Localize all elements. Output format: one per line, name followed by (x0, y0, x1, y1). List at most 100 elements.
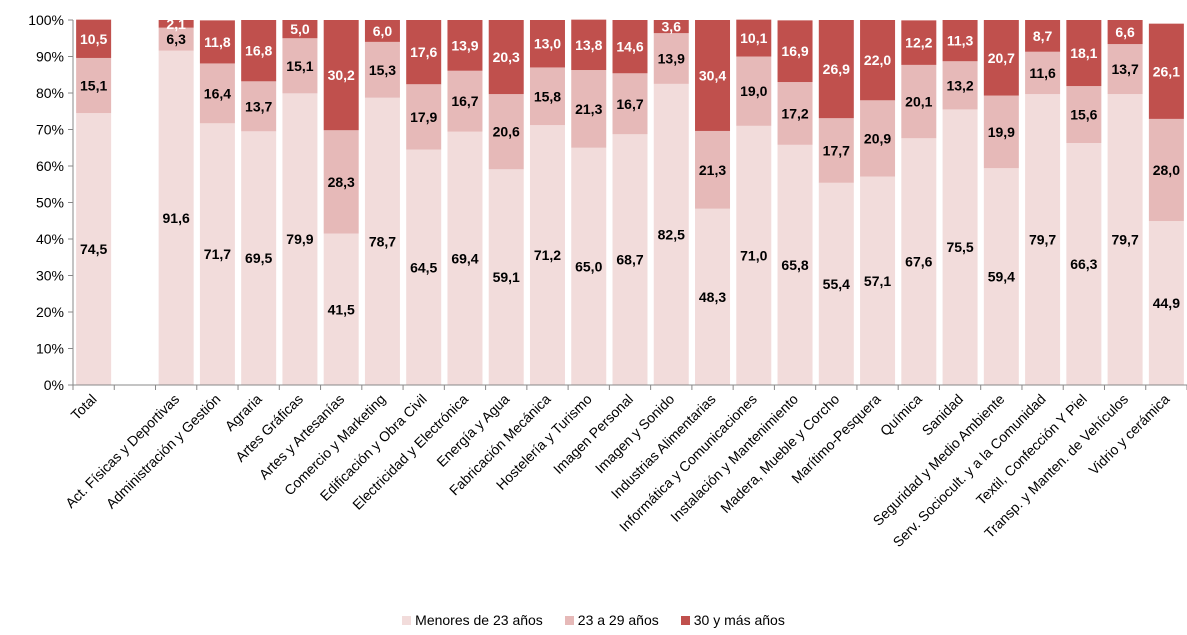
data-label-3-14: 3,6 (662, 19, 682, 35)
bar-segment-3-8 (406, 20, 442, 85)
bar-segment-2-7 (364, 41, 400, 98)
bar-segment-3-9 (447, 20, 483, 71)
bar-segment-2-6 (323, 130, 359, 234)
bar-segment-1-16 (736, 125, 772, 385)
data-label-1-16: 71,0 (740, 247, 767, 263)
bar-segment-2-16 (736, 56, 772, 126)
data-label-2-13: 16,7 (616, 96, 643, 112)
bar-segment-2-19 (860, 100, 896, 177)
y-tick-label-10: 100% (28, 12, 64, 28)
data-label-3-12: 13,8 (575, 37, 602, 53)
bar-segment-1-0 (76, 113, 112, 385)
data-label-2-20: 20,1 (905, 94, 932, 110)
bar-segment-2-17 (777, 82, 813, 145)
data-label-2-8: 17,9 (410, 109, 437, 125)
data-label-2-14: 13,9 (658, 51, 685, 67)
data-label-2-22: 19,9 (988, 124, 1015, 140)
bar-segment-2-10 (488, 94, 524, 170)
data-label-3-22: 20,7 (988, 50, 1015, 66)
bar-segment-2-14 (653, 33, 689, 84)
y-tick-label-0: 0% (44, 377, 64, 393)
bar-segment-3-18 (818, 20, 854, 119)
data-label-3-21: 11,3 (947, 33, 974, 49)
data-label-1-5: 79,9 (286, 231, 313, 247)
bar-segment-3-23 (1025, 20, 1061, 52)
data-label-2-25: 13,7 (1111, 61, 1138, 77)
bar-segment-3-13 (612, 20, 648, 74)
data-label-3-3: 11,8 (204, 34, 231, 50)
legend-item-menores-23: Menores de 23 años (402, 612, 543, 628)
bar-segment-1-9 (447, 131, 483, 385)
bar-segment-2-0 (76, 57, 112, 114)
y-tick-label-9: 90% (36, 49, 64, 65)
bar-segment-1-18 (818, 182, 854, 385)
legend-item-30-mas: 30 y más años (680, 612, 785, 628)
data-label-1-8: 64,5 (410, 259, 437, 275)
bar-segment-2-18 (818, 118, 854, 183)
data-label-3-10: 20,3 (493, 49, 520, 65)
data-label-2-23: 11,6 (1029, 65, 1056, 81)
data-label-3-0: 10,5 (80, 31, 107, 47)
bar-segment-1-12 (571, 147, 607, 385)
y-tick-label-6: 60% (36, 158, 64, 174)
data-label-1-6: 41,5 (328, 301, 355, 317)
bar-segment-3-25 (1107, 20, 1143, 45)
bar-segment-3-26 (1148, 23, 1184, 119)
data-label-3-19: 22,0 (864, 52, 891, 68)
data-label-3-25: 6,6 (1115, 24, 1135, 40)
bar-segment-2-2 (158, 27, 194, 51)
data-label-3-7: 6,0 (373, 23, 393, 39)
bar-segment-1-8 (406, 149, 442, 385)
bar-segment-3-17 (777, 20, 813, 83)
bar-segment-3-14 (653, 20, 689, 34)
data-label-3-11: 13,0 (534, 36, 561, 52)
x-tick-label-23: Serv. Sociocult. y a la Comunidad (890, 391, 1049, 550)
bar-segment-3-12 (571, 19, 607, 71)
legend-label-30-mas: 30 y más años (693, 612, 785, 628)
bar-segment-2-11 (529, 67, 565, 126)
data-label-1-15: 48,3 (699, 289, 726, 305)
data-label-2-9: 16,7 (451, 93, 478, 109)
legend: Menores de 23 años 23 a 29 años 30 y más… (0, 611, 1187, 629)
data-label-2-11: 15,8 (534, 88, 561, 104)
bar-segment-1-25 (1107, 94, 1143, 385)
data-label-2-5: 15,1 (286, 58, 313, 74)
data-label-1-13: 68,7 (616, 252, 643, 268)
bar-segment-1-2 (158, 50, 194, 385)
data-label-3-15: 30,4 (699, 67, 726, 83)
bar-segment-3-6 (323, 20, 359, 131)
data-label-2-6: 28,3 (328, 174, 355, 190)
data-label-3-26: 26,1 (1153, 63, 1180, 79)
bar-segment-2-9 (447, 70, 483, 132)
x-tick-label-0: Total (68, 391, 100, 423)
legend-label-23-29: 23 a 29 años (577, 612, 659, 628)
data-label-3-9: 13,9 (451, 37, 478, 53)
legend-swatch-23-29 (564, 615, 574, 625)
data-label-3-18: 26,9 (823, 61, 850, 77)
y-tick-label-4: 40% (36, 231, 64, 247)
data-label-3-20: 12,2 (905, 35, 932, 51)
data-label-1-18: 55,4 (823, 276, 850, 292)
bar-segment-3-24 (1066, 20, 1102, 87)
bar-segment-1-26 (1148, 221, 1184, 385)
data-label-1-11: 71,2 (534, 247, 561, 263)
data-label-1-26: 44,9 (1153, 295, 1180, 311)
bar-segment-3-16 (736, 19, 772, 57)
bar-segment-3-2 (158, 20, 194, 28)
bar-segment-1-21 (942, 109, 978, 386)
legend-label-menores-23: Menores de 23 años (415, 612, 543, 628)
data-label-2-10: 20,6 (493, 124, 520, 140)
bar-segment-3-22 (983, 20, 1019, 96)
data-label-3-13: 14,6 (616, 39, 643, 55)
legend-item-23-29: 23 a 29 años (564, 612, 659, 628)
y-tick-label-3: 30% (36, 268, 64, 284)
bar-segment-3-20 (901, 20, 937, 65)
bar-segment-1-11 (529, 125, 565, 386)
data-label-2-24: 15,6 (1070, 107, 1097, 123)
bar-segment-3-4 (241, 20, 277, 82)
bar-segment-1-6 (323, 233, 359, 385)
x-tick-label-20: Química (877, 391, 925, 439)
bar-segment-3-21 (942, 20, 978, 62)
